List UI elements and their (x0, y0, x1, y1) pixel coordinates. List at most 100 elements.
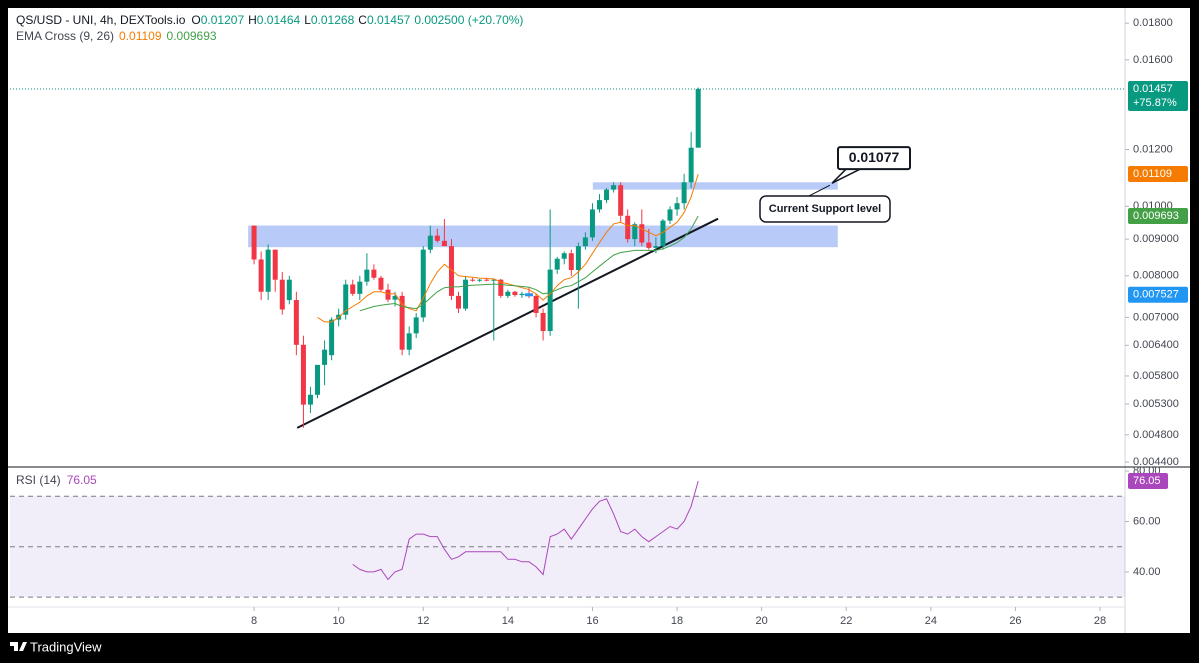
y-tick-label: 0.006400 (1133, 339, 1179, 351)
y-tick-label: 0.01600 (1133, 54, 1173, 66)
rsi-name: RSI (14) (16, 473, 61, 487)
rsi-legend: RSI (14) 76.05 (16, 473, 97, 487)
y-tick-label: 0.008000 (1133, 270, 1179, 282)
candle-body (307, 394, 313, 405)
x-tick-label: 16 (586, 615, 598, 627)
candle-body (322, 349, 328, 365)
candle-body (293, 300, 299, 345)
candle-body (272, 249, 278, 280)
header: QS/USD - UNI, 4h, DEXTools.io O0.01207 H0.… (16, 13, 523, 27)
candle-body (681, 182, 687, 204)
support-zone (248, 225, 838, 248)
candle-body (533, 295, 539, 313)
candle-body (329, 319, 335, 356)
ema-line (317, 173, 699, 323)
x-tick-label: 26 (1009, 615, 1021, 627)
price-change-label: +75.87% (1133, 97, 1177, 109)
candle-body (688, 147, 694, 183)
y-tick-label: 0.004400 (1133, 456, 1179, 468)
candle-body (258, 259, 264, 292)
price-tag-label: 0.01109 (1133, 168, 1172, 180)
candle-body (519, 293, 525, 296)
candle-body (477, 279, 483, 281)
price-tag-label: 0.009693 (1133, 210, 1179, 222)
close-value: 0.01457 (367, 13, 411, 27)
candle-body (667, 209, 673, 221)
candle-body (646, 242, 652, 248)
footer-bar (0, 633, 1199, 663)
trendline (296, 217, 719, 429)
c-letter: C (358, 13, 367, 27)
candle-body (279, 279, 285, 310)
candle-body (300, 344, 306, 405)
price-tag (1128, 81, 1188, 112)
low-value: 0.01268 (311, 13, 355, 27)
candle-body (470, 279, 476, 281)
candle-body (491, 279, 497, 281)
candle-body (385, 289, 391, 300)
footer-brand: TradingView (30, 639, 102, 654)
x-tick-label: 12 (417, 615, 429, 627)
callout-box (759, 195, 891, 223)
price-tag (1128, 166, 1188, 183)
candle-body (625, 215, 631, 240)
h-letter: H (248, 13, 257, 27)
rsi-tag-label: 76.05 (1133, 475, 1161, 487)
candle-body (575, 246, 581, 271)
candle-body (357, 281, 363, 294)
y-tick-label: 0.005800 (1133, 370, 1179, 382)
l-letter: L (304, 13, 311, 27)
y-tick-label: 60.00 (1133, 515, 1161, 527)
x-tick-label: 22 (840, 615, 852, 627)
candle-body (251, 225, 257, 260)
candle-body (434, 235, 440, 241)
ema-fast-value: 0.01109 (119, 29, 162, 43)
candle-body (589, 209, 595, 238)
candle-body (660, 220, 666, 247)
candle-body (674, 203, 680, 210)
callout-label: Current Support level (769, 203, 881, 215)
y-tick-label: 0.01800 (1133, 17, 1173, 29)
x-tick-label: 24 (925, 615, 937, 627)
y-tick-label: 0.009000 (1133, 233, 1179, 245)
candle-body (568, 253, 574, 271)
rsi-tag (1128, 473, 1168, 489)
candle-body (561, 253, 567, 259)
x-tick-label: 10 (333, 615, 345, 627)
price-tag-label: 0.01457 (1133, 83, 1173, 95)
x-tick-label: 28 (1094, 615, 1106, 627)
y-tick-label: 0.005300 (1133, 398, 1179, 410)
candle-body (286, 279, 292, 301)
x-tick-label: 14 (502, 615, 514, 627)
candle-body (611, 185, 617, 190)
crosshair-marker (525, 293, 534, 297)
candle-body (378, 277, 384, 290)
x-tick-label: 20 (756, 615, 768, 627)
y-tick-label: 0.01200 (1133, 143, 1173, 155)
chart-background (8, 8, 1190, 633)
candle-body (371, 269, 377, 278)
indicator-name: EMA Cross (9, 26) (16, 29, 114, 43)
symbol: QS/USD - UNI, 4h, DEXTools.io (16, 13, 186, 27)
open-value: 0.01207 (201, 13, 245, 27)
x-tick-label: 18 (671, 615, 683, 627)
candle-body (441, 240, 447, 247)
candle-body (364, 269, 370, 282)
price-tag (1128, 286, 1188, 303)
rsi-value: 76.05 (67, 473, 97, 487)
candle-body (582, 237, 588, 247)
candle-body (420, 249, 426, 318)
high-value: 0.01464 (257, 13, 301, 27)
candle-body (618, 185, 624, 216)
x-tick-label: 8 (251, 615, 257, 627)
candle-body (498, 279, 504, 296)
callout-label: 0.01077 (849, 149, 900, 165)
candle-body (505, 291, 511, 296)
candle-body (484, 279, 490, 281)
candle-body (547, 269, 553, 332)
price-tag-label: 0.007527 (1133, 289, 1179, 301)
candle-body (315, 364, 321, 395)
rsi-line (352, 480, 699, 581)
candle-body (350, 284, 356, 294)
